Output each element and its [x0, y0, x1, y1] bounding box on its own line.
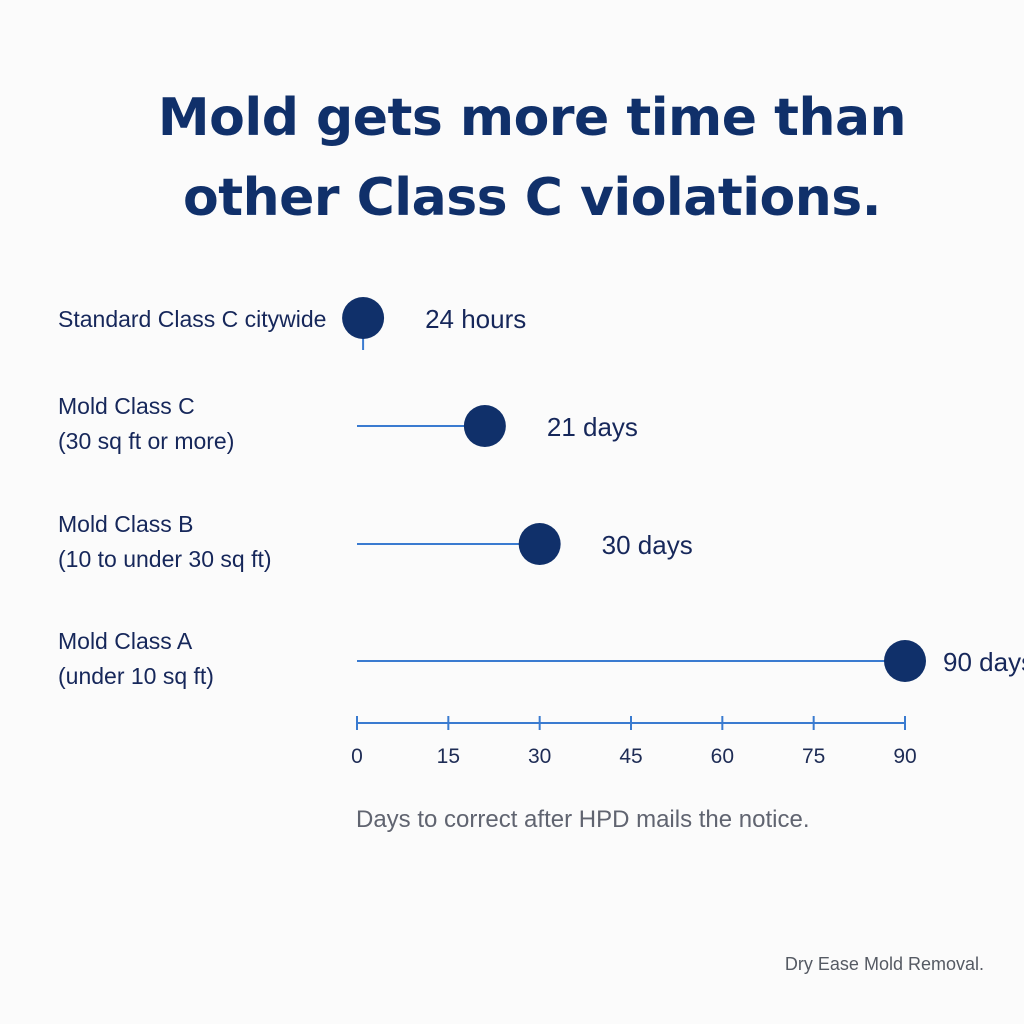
x-axis: 0 15 30 45 60 75 90 — [351, 716, 917, 768]
x-tick-label: 60 — [711, 745, 734, 768]
data-point — [463, 405, 506, 447]
x-tick-label: 15 — [437, 745, 460, 768]
rows-layer: Standard Class C citywide 24 hours Mold Cl… — [58, 297, 1024, 689]
dot-row: Standard Class C citywide 24 hours — [58, 297, 526, 350]
dot-row: Mold Class B (10 to under 30 sq ft) 30 day… — [58, 511, 693, 572]
data-point — [884, 640, 926, 682]
x-tick-label: 0 — [351, 745, 363, 768]
chart-title-line: other Class C violations. — [183, 168, 881, 228]
value-label: 21 days — [547, 412, 638, 442]
chart-title-line: Mold gets more time than — [157, 88, 907, 148]
category-label: Standard Class C citywide — [58, 306, 326, 332]
x-axis-label: Days to correct after HPD mails the noti… — [356, 806, 810, 833]
x-tick-label: 75 — [802, 745, 825, 768]
chart-title: Mold gets more time than other Class C v… — [0, 78, 1024, 238]
category-label: (10 to under 30 sq ft) — [58, 546, 272, 572]
dot-row: Mold Class A (under 10 sq ft) 90 days — [58, 628, 1024, 689]
category-label: Mold Class A — [58, 628, 193, 654]
category-label: (under 10 sq ft) — [58, 663, 214, 689]
category-label: (30 sq ft or more) — [58, 428, 234, 454]
data-point — [342, 297, 385, 339]
value-label: 24 hours — [425, 304, 526, 334]
category-label: Mold Class B — [58, 511, 193, 537]
x-tick-label: 90 — [893, 745, 916, 768]
data-point — [518, 523, 561, 565]
category-label: Mold Class C — [58, 393, 195, 419]
value-label: 90 days — [943, 647, 1024, 677]
value-label: 30 days — [602, 530, 693, 560]
dot-row: Mold Class C (30 sq ft or more) 21 days — [58, 393, 638, 454]
credit-text: Dry Ease Mold Removal. — [784, 954, 984, 974]
x-tick-label: 30 — [528, 745, 551, 768]
x-tick-label: 45 — [619, 745, 642, 768]
